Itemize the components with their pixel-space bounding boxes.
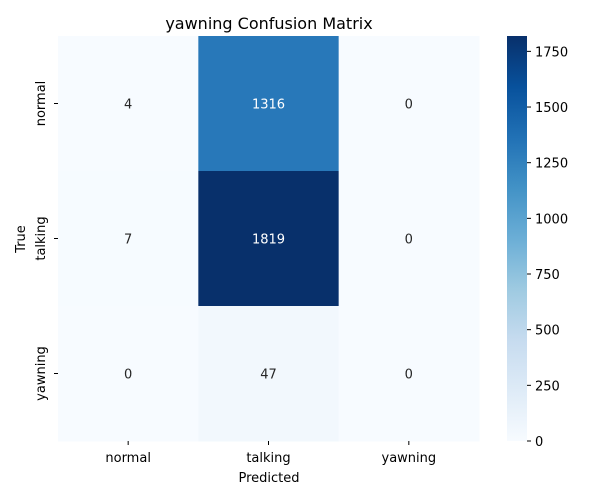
heatmap-cell xyxy=(338,306,480,442)
heatmap-cell-value: 7 xyxy=(124,233,132,248)
heatmap-cell xyxy=(198,171,340,307)
heatmap-cell xyxy=(338,36,480,172)
heatmap-cell xyxy=(198,36,340,172)
colorbar-tick-label: 500 xyxy=(535,324,560,339)
x-tick-label: normal xyxy=(105,451,151,466)
y-axis-label: True xyxy=(14,225,29,254)
colorbar-tick-label: 1000 xyxy=(535,212,568,227)
colorbar-tick-label: 250 xyxy=(535,379,560,394)
heatmap-cell-value: 47 xyxy=(260,368,277,383)
x-axis-ticks: normal talking yawning xyxy=(105,441,436,466)
heatmap-cell-value: 1316 xyxy=(252,98,285,113)
y-axis-ticks: normal talking yawning xyxy=(34,81,58,401)
heatmap-cell-value: 1819 xyxy=(252,233,285,248)
heatmap-cell-value: 0 xyxy=(405,233,413,248)
heatmap-cell xyxy=(338,171,480,307)
x-axis-label: Predicted xyxy=(238,471,299,486)
heatmap-cell-labels: 4 1316 0 7 1819 0 0 47 0 xyxy=(124,98,413,383)
heatmap-cell-value: 4 xyxy=(124,98,132,113)
x-tick-label: talking xyxy=(246,451,290,466)
y-tick-label: yawning xyxy=(34,346,49,401)
colorbar-tick-label: 1250 xyxy=(535,157,568,172)
heatmap-cell-value: 0 xyxy=(124,368,132,383)
colorbar: 0 250 500 750 1000 1250 1500 1750 xyxy=(507,36,568,450)
heatmap-cell-value: 0 xyxy=(405,368,413,383)
colorbar-ticks: 0 250 500 750 1000 1250 1500 1750 xyxy=(527,45,568,450)
colorbar-tick-label: 1750 xyxy=(535,45,568,60)
heatmap-cell xyxy=(198,306,340,442)
colorbar-tick-label: 0 xyxy=(535,435,543,450)
heatmap-cell-value: 0 xyxy=(405,98,413,113)
colorbar-tick-label: 750 xyxy=(535,268,560,283)
heatmap-cells xyxy=(58,36,480,442)
y-tick-label: talking xyxy=(34,216,49,260)
heatmap-cell xyxy=(58,306,199,442)
heatmap-cell xyxy=(58,171,199,307)
y-tick-label: normal xyxy=(34,81,49,127)
heatmap-cell xyxy=(58,36,199,172)
colorbar-gradient xyxy=(507,36,527,441)
colorbar-tick-label: 1500 xyxy=(535,101,568,116)
x-tick-label: yawning xyxy=(382,451,437,466)
chart-title: yawning Confusion Matrix xyxy=(165,14,372,33)
